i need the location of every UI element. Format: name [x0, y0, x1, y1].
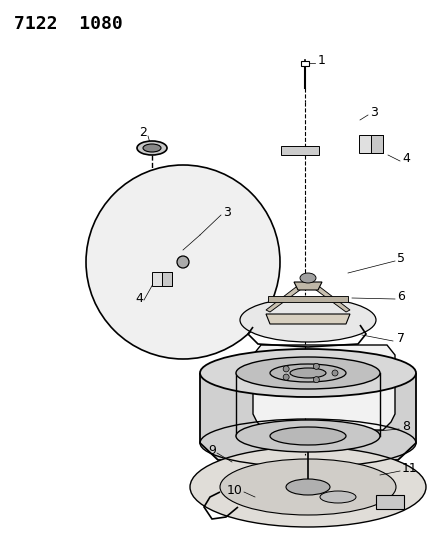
Ellipse shape [290, 368, 326, 378]
Ellipse shape [220, 459, 396, 515]
Polygon shape [253, 345, 395, 430]
Text: 3: 3 [223, 206, 231, 219]
Text: 11: 11 [402, 462, 418, 474]
Bar [152, 272, 172, 286]
Polygon shape [294, 282, 322, 290]
Bar [301, 61, 309, 66]
Bar [376, 495, 404, 509]
Polygon shape [200, 373, 416, 460]
Circle shape [86, 165, 280, 359]
Text: 8: 8 [402, 419, 410, 432]
Ellipse shape [300, 273, 316, 283]
Circle shape [332, 370, 338, 376]
Ellipse shape [286, 479, 330, 495]
Bar [371, 135, 383, 153]
Text: 7: 7 [397, 332, 405, 344]
Ellipse shape [200, 349, 416, 397]
Text: 3: 3 [370, 106, 378, 118]
Text: 9: 9 [208, 443, 216, 456]
Ellipse shape [190, 447, 426, 527]
Circle shape [177, 256, 189, 268]
Ellipse shape [270, 427, 346, 445]
Text: 1: 1 [318, 53, 326, 67]
Ellipse shape [240, 298, 376, 342]
Ellipse shape [320, 491, 356, 503]
Bar [359, 135, 383, 153]
Circle shape [313, 364, 319, 369]
Text: 6: 6 [397, 289, 405, 303]
Ellipse shape [143, 144, 161, 152]
Bar [281, 146, 319, 155]
Text: 4: 4 [135, 292, 143, 304]
Polygon shape [312, 284, 350, 312]
Polygon shape [268, 296, 348, 302]
Ellipse shape [236, 357, 380, 389]
Ellipse shape [270, 364, 346, 382]
Circle shape [283, 366, 289, 372]
Circle shape [283, 374, 289, 380]
Text: 2: 2 [139, 126, 147, 140]
Polygon shape [266, 314, 350, 324]
Circle shape [313, 377, 319, 383]
Text: 5: 5 [397, 252, 405, 264]
Ellipse shape [236, 420, 380, 452]
Text: 10: 10 [227, 483, 243, 497]
Bar [162, 272, 172, 286]
Polygon shape [266, 284, 304, 312]
Text: 4: 4 [402, 151, 410, 165]
Text: 7122  1080: 7122 1080 [14, 15, 123, 33]
Ellipse shape [137, 141, 167, 155]
